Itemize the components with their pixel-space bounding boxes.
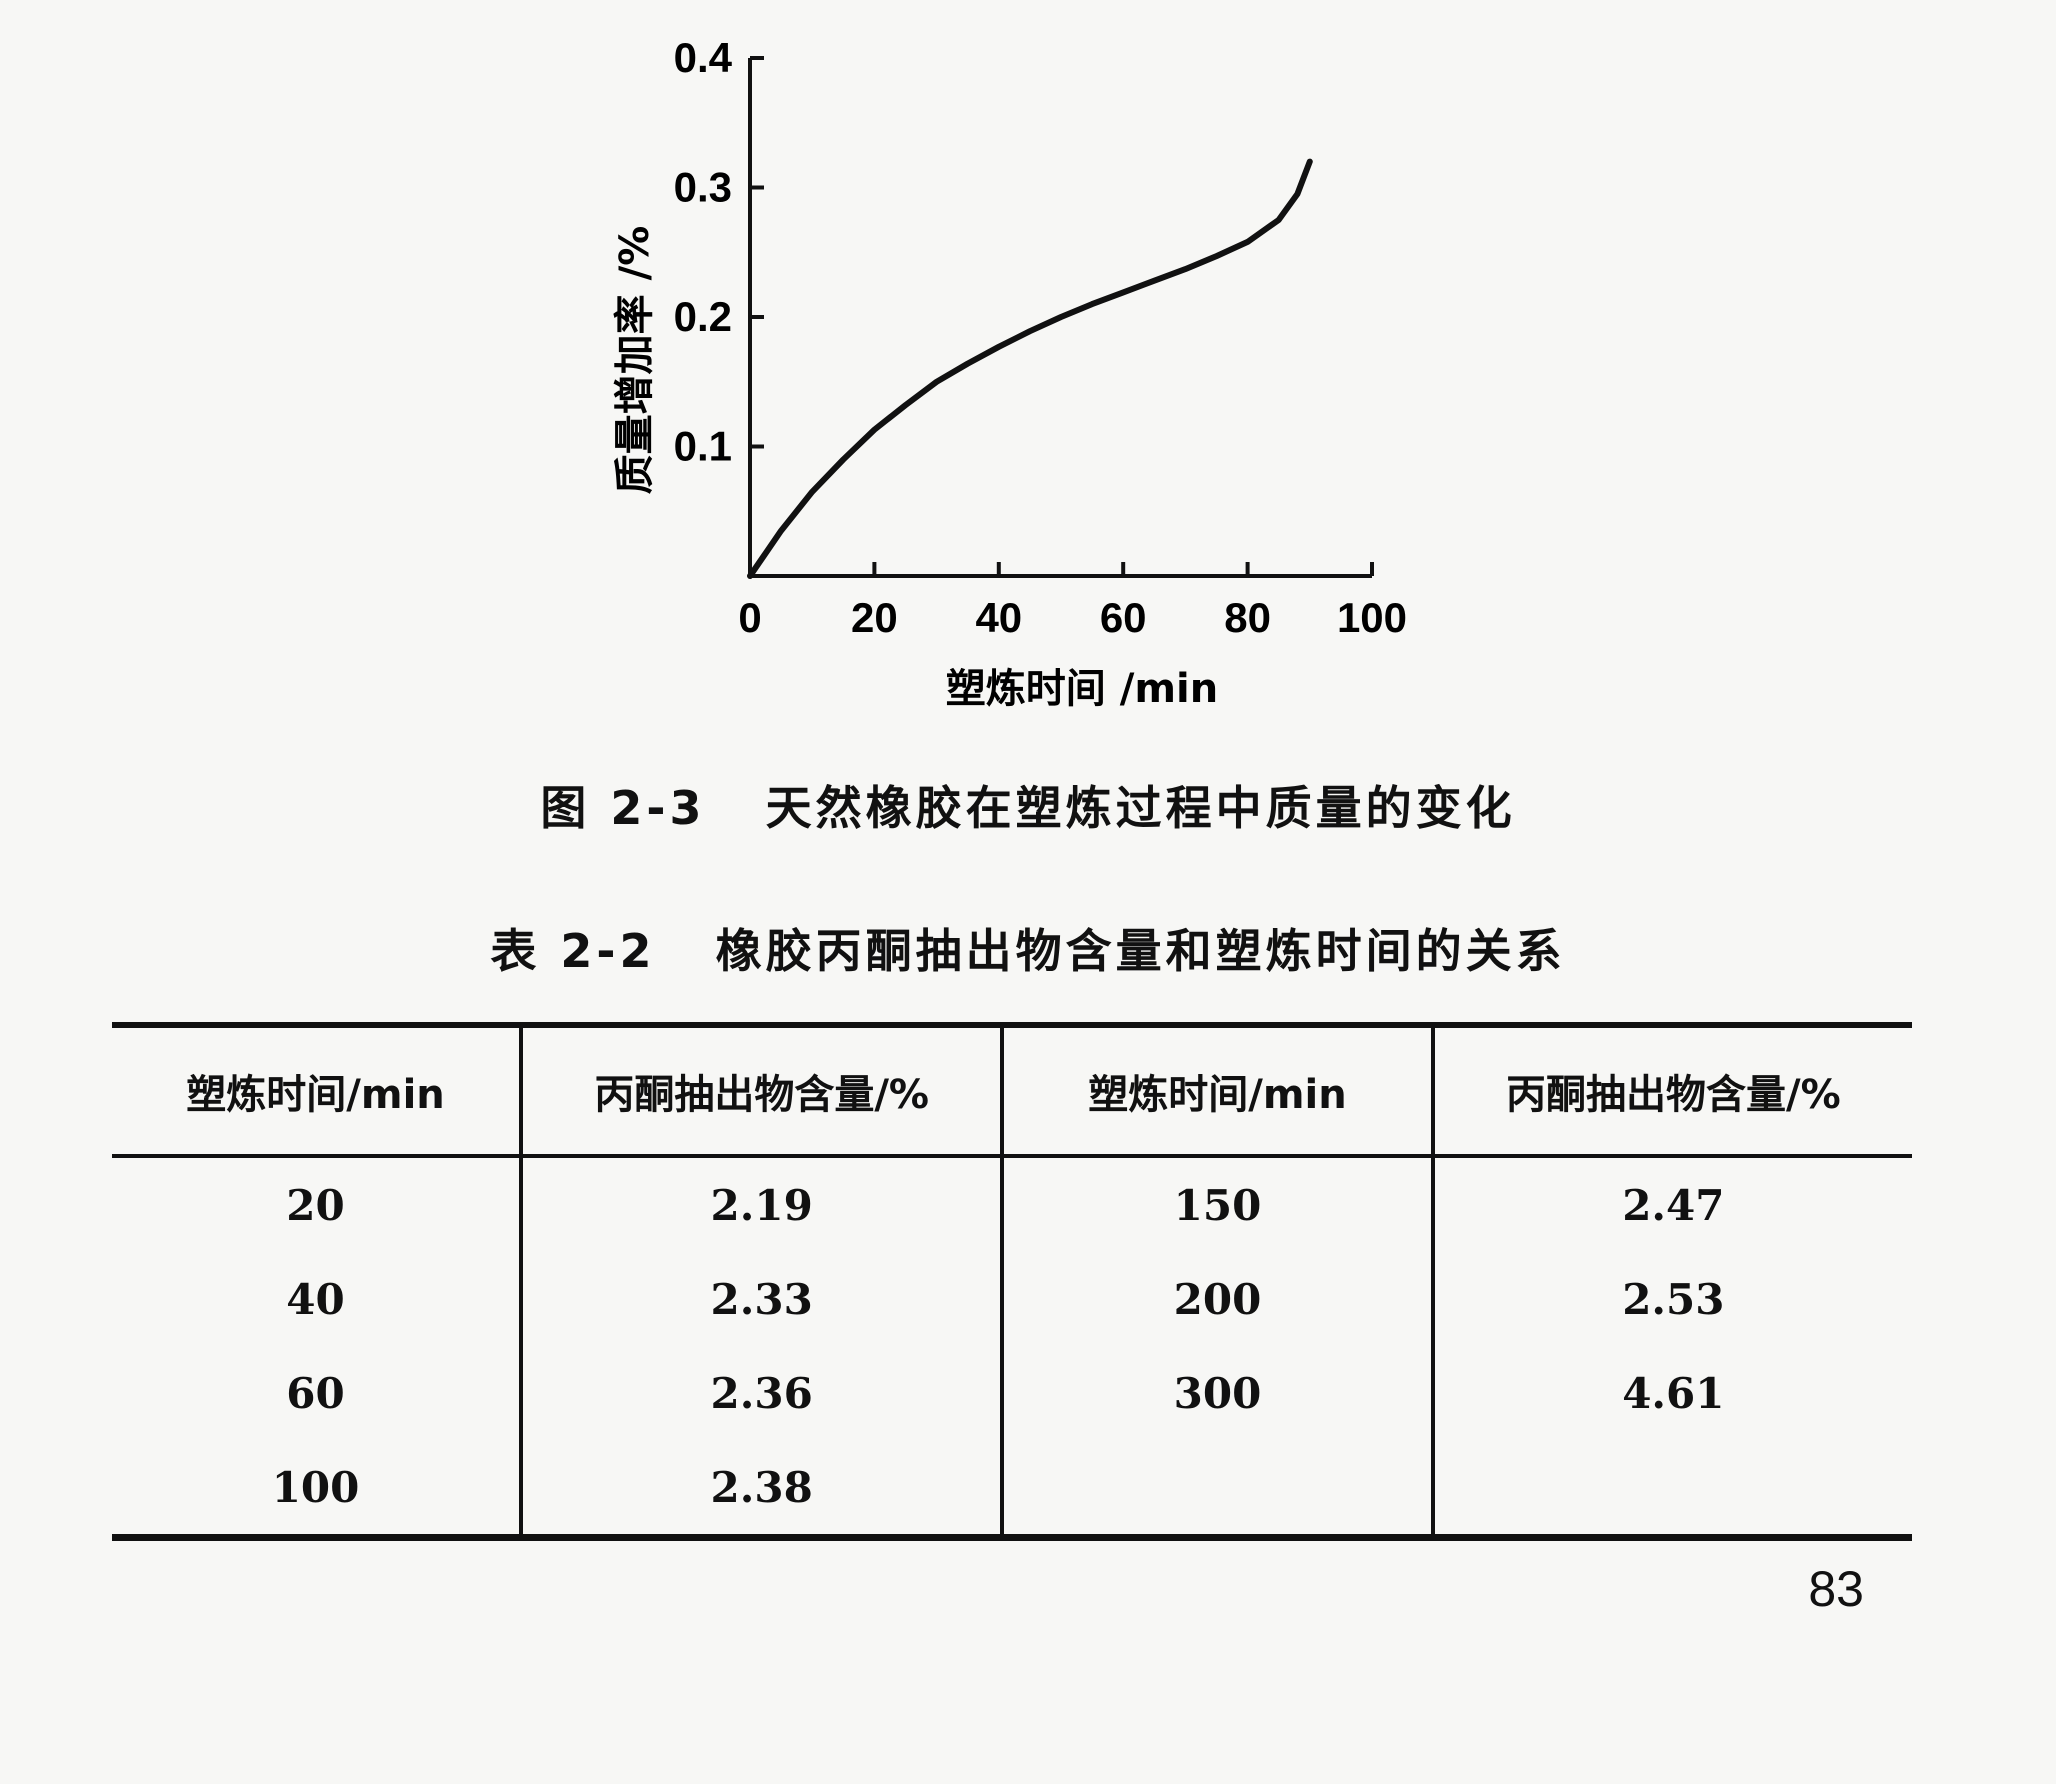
table-row: 20 2.19 150 2.47 xyxy=(112,1156,1912,1252)
header-cell: 塑炼时间/min xyxy=(1000,1025,1433,1156)
table-cell: 2.33 xyxy=(519,1252,1003,1346)
table-cell: 2.53 xyxy=(1430,1252,1912,1346)
table-cell xyxy=(1430,1440,1912,1538)
header-cell: 塑炼时间/min xyxy=(186,1072,445,1118)
x-tick-label: 80 xyxy=(1224,594,1271,641)
header-cell: 丙酮抽出物含量/% xyxy=(1430,1025,1912,1156)
table-cell: 150 xyxy=(1000,1156,1433,1252)
line-chart: 0 20 40 60 80 100 0.1 0.2 0.3 0.4 塑炼时间 /min 质量增加率… xyxy=(612,34,1407,712)
table-cell: 200 xyxy=(1000,1252,1433,1346)
table-row: 60 2.36 300 4.61 xyxy=(112,1346,1912,1440)
series-line xyxy=(747,158,1313,579)
table-cell: 100 xyxy=(271,1462,360,1512)
table-caption: 表 2-2 橡胶丙酮抽出物含量和塑炼时间的关系 xyxy=(490,924,1566,978)
y-tick-label: 0.1 xyxy=(674,423,732,470)
x-tick-label: 0 xyxy=(738,594,761,641)
y-axis-title: 质量增加率 /% xyxy=(612,226,658,495)
table-cell: 2.36 xyxy=(519,1346,1003,1440)
x-tick-label: 100 xyxy=(1337,594,1407,641)
table-row: 40 2.33 200 2.53 xyxy=(112,1252,1912,1346)
table-row: 100 2.38 xyxy=(112,1440,1912,1538)
y-tick-label: 0.2 xyxy=(674,293,732,340)
page-number: 83 xyxy=(1808,1561,1864,1617)
data-table: 塑炼时间/min 丙酮抽出物含量/% 塑炼时间/min 丙酮抽出物含量/% 20… xyxy=(112,1022,1912,1541)
table-cell: 40 xyxy=(286,1274,345,1324)
x-tick-label: 60 xyxy=(1100,594,1147,641)
y-tick-label: 0.4 xyxy=(674,34,733,81)
table-cell: 60 xyxy=(286,1368,345,1418)
table-cell: 2.38 xyxy=(519,1440,1003,1538)
table-cell: 2.19 xyxy=(519,1156,1003,1252)
x-tick-label: 20 xyxy=(851,594,898,641)
header-cell: 丙酮抽出物含量/% xyxy=(519,1025,1003,1156)
figure-caption: 图 2-3 天然橡胶在塑炼过程中质量的变化 xyxy=(540,781,1516,835)
x-axis-title: 塑炼时间 /min xyxy=(946,666,1218,712)
y-tick-label: 0.3 xyxy=(674,164,732,211)
table-cell: 300 xyxy=(1000,1346,1433,1440)
table-cell: 20 xyxy=(286,1180,345,1230)
table-cell xyxy=(1000,1440,1433,1538)
x-tick-label: 40 xyxy=(975,594,1022,641)
table-cell: 4.61 xyxy=(1430,1346,1912,1440)
table-cell: 2.47 xyxy=(1430,1156,1912,1252)
table-header-row: 塑炼时间/min 丙酮抽出物含量/% 塑炼时间/min 丙酮抽出物含量/% xyxy=(112,1025,1912,1156)
